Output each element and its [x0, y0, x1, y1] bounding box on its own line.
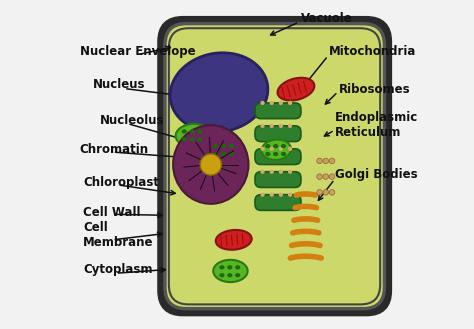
Ellipse shape	[317, 158, 322, 164]
Text: Chloroplast: Chloroplast	[83, 176, 159, 189]
Text: Ribosomes: Ribosomes	[338, 83, 410, 96]
Ellipse shape	[270, 147, 274, 151]
Ellipse shape	[288, 101, 292, 105]
Ellipse shape	[260, 192, 264, 197]
Ellipse shape	[260, 169, 264, 174]
Text: Golgi Bodies: Golgi Bodies	[335, 168, 418, 181]
Ellipse shape	[273, 152, 278, 156]
Ellipse shape	[329, 174, 335, 179]
Ellipse shape	[265, 152, 270, 156]
Ellipse shape	[235, 265, 240, 269]
Ellipse shape	[260, 101, 264, 105]
Ellipse shape	[228, 152, 234, 156]
Ellipse shape	[329, 158, 335, 164]
Text: Nucleolus: Nucleolus	[100, 114, 164, 127]
Ellipse shape	[260, 147, 264, 151]
Ellipse shape	[279, 192, 283, 197]
Ellipse shape	[279, 101, 283, 105]
Ellipse shape	[182, 137, 187, 141]
Ellipse shape	[279, 169, 283, 174]
FancyBboxPatch shape	[255, 149, 301, 164]
Ellipse shape	[270, 192, 274, 197]
Ellipse shape	[209, 139, 238, 160]
Ellipse shape	[200, 154, 221, 175]
Text: Nuclear Envelope: Nuclear Envelope	[80, 45, 195, 58]
Ellipse shape	[278, 78, 314, 101]
Ellipse shape	[279, 124, 283, 128]
Ellipse shape	[220, 144, 226, 148]
Ellipse shape	[182, 129, 187, 134]
Ellipse shape	[190, 129, 195, 134]
Ellipse shape	[262, 139, 291, 160]
Ellipse shape	[190, 137, 195, 141]
Ellipse shape	[219, 265, 225, 269]
Ellipse shape	[281, 144, 286, 148]
Ellipse shape	[281, 152, 286, 156]
Ellipse shape	[329, 190, 335, 195]
Ellipse shape	[270, 101, 274, 105]
Ellipse shape	[219, 273, 225, 277]
Text: Cytoplasm: Cytoplasm	[83, 263, 153, 276]
Ellipse shape	[213, 152, 218, 156]
Ellipse shape	[227, 265, 232, 269]
Text: Nucleus: Nucleus	[93, 78, 146, 91]
Ellipse shape	[288, 192, 292, 197]
Ellipse shape	[227, 273, 232, 277]
Ellipse shape	[213, 260, 247, 282]
Ellipse shape	[323, 174, 328, 179]
Text: Cell
Membrane: Cell Membrane	[83, 221, 154, 249]
Ellipse shape	[170, 53, 268, 132]
Ellipse shape	[228, 144, 234, 148]
FancyBboxPatch shape	[160, 19, 389, 314]
Ellipse shape	[235, 273, 240, 277]
Ellipse shape	[288, 124, 292, 128]
Ellipse shape	[260, 124, 264, 128]
Ellipse shape	[317, 174, 322, 179]
Ellipse shape	[213, 144, 218, 148]
Ellipse shape	[323, 158, 328, 164]
Ellipse shape	[323, 190, 328, 195]
FancyBboxPatch shape	[255, 195, 301, 210]
FancyBboxPatch shape	[165, 24, 384, 309]
Ellipse shape	[173, 125, 248, 204]
Ellipse shape	[197, 137, 202, 141]
Ellipse shape	[317, 190, 322, 195]
Text: Chromatin: Chromatin	[80, 143, 149, 156]
Ellipse shape	[288, 147, 292, 151]
FancyBboxPatch shape	[255, 103, 301, 119]
Ellipse shape	[220, 152, 226, 156]
FancyBboxPatch shape	[255, 172, 301, 188]
Text: Cell Wall: Cell Wall	[83, 206, 140, 218]
Ellipse shape	[270, 169, 274, 174]
Ellipse shape	[273, 144, 278, 148]
Ellipse shape	[270, 124, 274, 128]
Text: Mitochondria: Mitochondria	[329, 45, 416, 58]
Text: Endoplasmic
Reticulum: Endoplasmic Reticulum	[335, 111, 419, 139]
Ellipse shape	[216, 230, 252, 250]
Ellipse shape	[265, 144, 270, 148]
FancyBboxPatch shape	[255, 126, 301, 141]
Text: Vacuole: Vacuole	[301, 12, 353, 25]
Ellipse shape	[288, 169, 292, 174]
Ellipse shape	[175, 124, 210, 146]
Ellipse shape	[197, 129, 202, 134]
Ellipse shape	[279, 147, 283, 151]
